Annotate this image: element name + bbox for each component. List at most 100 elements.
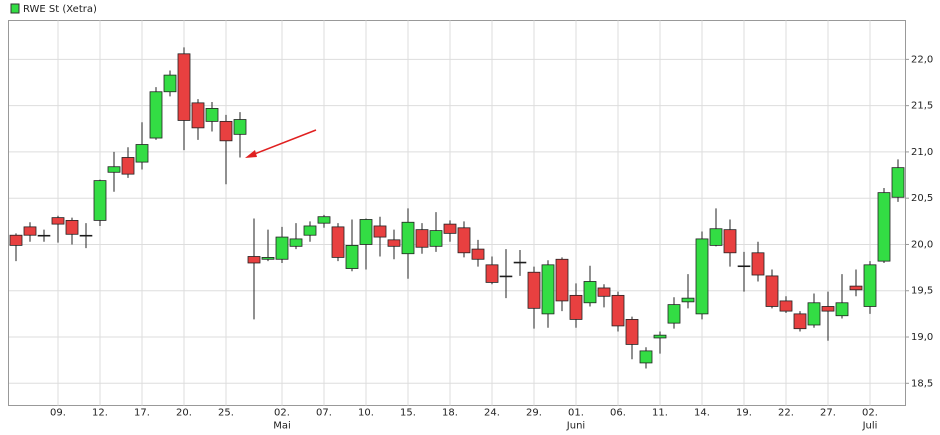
candle-body <box>793 313 807 330</box>
x-tick-label: 17. <box>134 408 150 419</box>
candle-body <box>9 234 23 246</box>
candle-body <box>695 238 709 315</box>
candle-body <box>79 234 93 237</box>
y-tick-label: 19,0 <box>911 332 933 343</box>
candle-body <box>625 319 639 345</box>
y-tick-label: 18,5 <box>911 378 933 389</box>
x-month-label: Juli <box>862 421 878 432</box>
candle-body <box>667 304 681 324</box>
x-tick-label: 02. <box>862 408 878 419</box>
candle-body <box>373 225 387 238</box>
candle-body <box>499 275 513 278</box>
x-tick-label: 25. <box>218 408 234 419</box>
y-tick-label: 21,5 <box>911 101 933 112</box>
candle-body <box>527 271 541 309</box>
candle-body <box>93 180 107 221</box>
plot-frame <box>8 20 906 406</box>
x-month-label: Mai <box>273 421 291 432</box>
x-tick-label: 22. <box>778 408 794 419</box>
candle-body <box>723 229 737 254</box>
candle-body <box>485 264 499 283</box>
candle-body <box>639 350 653 364</box>
candle-body <box>429 230 443 247</box>
candle-body <box>681 297 695 303</box>
candles <box>9 47 905 369</box>
candle-body <box>23 226 37 236</box>
candle-body <box>233 119 247 135</box>
y-tick-label: 20,5 <box>911 193 933 204</box>
x-tick-label: 11. <box>652 408 668 419</box>
x-tick-label: 10. <box>358 408 374 419</box>
candle-body <box>149 91 163 139</box>
candle-body <box>275 236 289 260</box>
y-tick-label: 20,0 <box>911 239 933 250</box>
candle-body <box>289 238 303 247</box>
candle-body <box>457 227 471 254</box>
candle-body <box>709 228 723 246</box>
y-tick-label: 22,0 <box>911 54 933 65</box>
candle-body <box>821 306 835 312</box>
candle-body <box>443 223 457 234</box>
candle-body <box>107 166 121 173</box>
legend-swatch <box>10 3 20 14</box>
candle-body <box>191 102 205 129</box>
x-tick-label: 20. <box>176 408 192 419</box>
candle-body <box>387 239 401 247</box>
candle-body <box>653 334 667 339</box>
candle-body <box>555 258 569 302</box>
candle-body <box>163 74 177 93</box>
candle-body <box>415 229 429 248</box>
x-tick-label: 27. <box>820 408 836 419</box>
candle-body <box>345 244 359 269</box>
candle-body <box>765 275 779 307</box>
candle-body <box>877 192 891 262</box>
candle-body <box>177 53 191 121</box>
annotation-arrow <box>245 129 317 158</box>
y-tick-label: 19,5 <box>911 286 933 297</box>
x-tick-label: 14. <box>694 408 710 419</box>
candle-body <box>401 221 415 255</box>
x-tick-label: 07. <box>316 408 332 419</box>
candle-body <box>569 294 583 320</box>
candle-body <box>121 157 135 175</box>
candle-body <box>541 264 555 315</box>
candle-body <box>751 252 765 276</box>
y-tick-label: 21,0 <box>911 147 933 158</box>
x-tick-label: 19. <box>736 408 752 419</box>
candle-body <box>135 144 149 163</box>
x-tick-label: 09. <box>50 408 66 419</box>
candle-body <box>205 108 219 122</box>
candle-body <box>359 219 373 245</box>
candle-body <box>65 220 79 235</box>
candle-body <box>737 265 751 268</box>
candle-body <box>807 302 821 326</box>
candle-body <box>247 256 261 264</box>
candle-body <box>513 261 527 264</box>
x-tick-label: 01. <box>568 408 584 419</box>
candle-body <box>219 120 233 142</box>
candle-body <box>611 294 625 327</box>
candle-body <box>317 216 331 224</box>
legend-label: RWE St (Xetra) <box>23 4 97 15</box>
x-tick-label: 06. <box>610 408 626 419</box>
candle-body <box>835 302 849 317</box>
x-month-label: Juni <box>566 421 585 432</box>
candle-body <box>471 248 485 260</box>
arrow-head <box>245 150 257 158</box>
candle-body <box>863 264 877 307</box>
candle-body <box>849 285 863 291</box>
candle-body <box>891 167 905 198</box>
x-tick-label: 29. <box>526 408 542 419</box>
candle-body <box>303 225 317 236</box>
candle-body <box>583 281 597 304</box>
candle-body <box>261 257 275 260</box>
x-tick-label: 15. <box>400 408 416 419</box>
x-tick-label: 12. <box>92 408 108 419</box>
x-tick-label: 18. <box>442 408 458 419</box>
x-tick-label: 24. <box>484 408 500 419</box>
x-tick-label: 02. <box>274 408 290 419</box>
candle-body <box>331 226 345 258</box>
candle-body <box>597 287 611 297</box>
